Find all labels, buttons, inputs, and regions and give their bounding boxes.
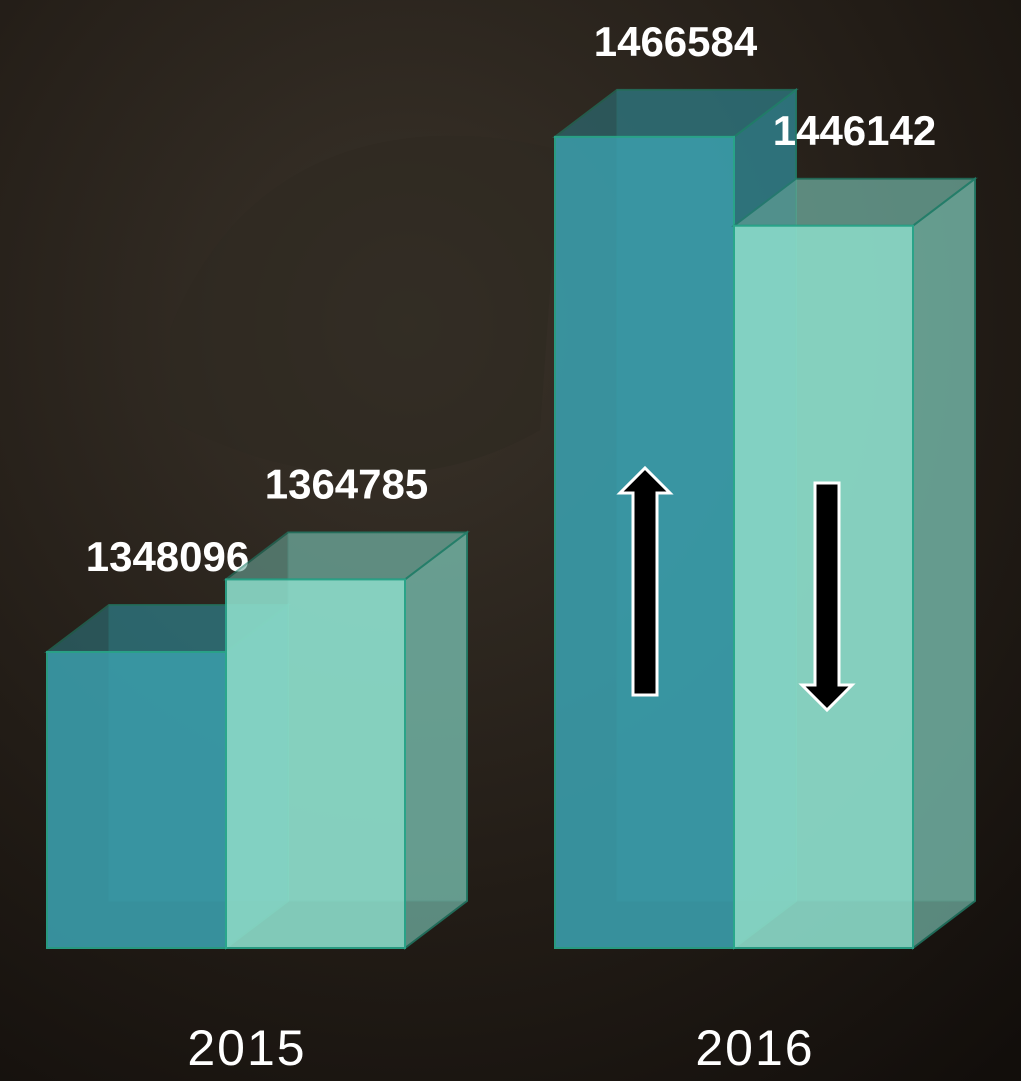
chart: 1348096 1364785 1466584 1446142 2015 2016 bbox=[0, 0, 1021, 1081]
bar bbox=[226, 579, 405, 948]
value-label: 1446142 bbox=[773, 107, 937, 154]
x-tick-label: 2015 bbox=[187, 1020, 306, 1076]
x-tick-label: 2016 bbox=[695, 1020, 814, 1076]
bar bbox=[47, 652, 226, 948]
bar-side bbox=[913, 179, 975, 948]
value-label: 1364785 bbox=[265, 461, 429, 508]
value-label: 1466584 bbox=[594, 18, 758, 65]
value-label: 1348096 bbox=[86, 533, 250, 580]
bar-box bbox=[734, 179, 975, 948]
page: {"chart_data": {"type": "bar3d", "catego… bbox=[0, 0, 1021, 1081]
bar-side bbox=[405, 532, 467, 948]
bar-box bbox=[226, 532, 467, 948]
